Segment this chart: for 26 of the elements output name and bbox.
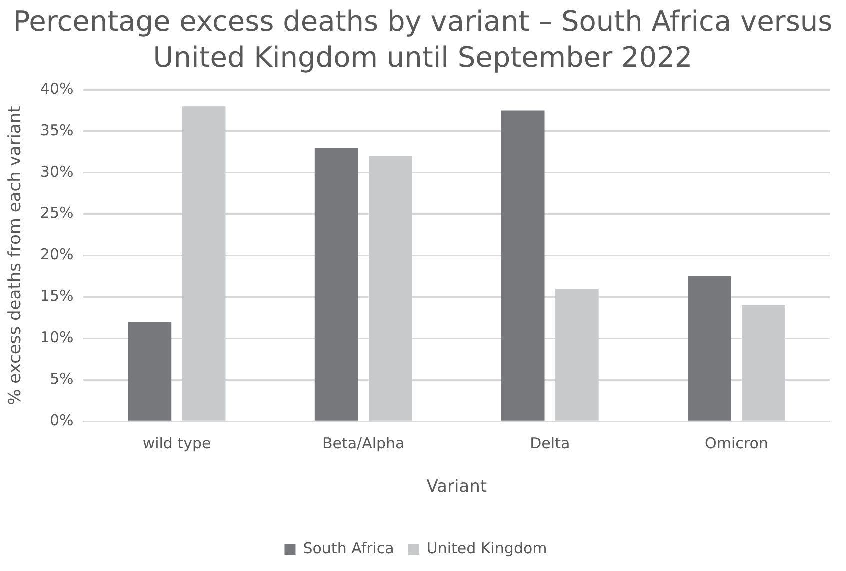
bar — [556, 288, 599, 421]
x-tick-label: Delta — [530, 434, 570, 452]
y-tick-label: 40% — [40, 80, 74, 98]
x-tick-label: wild type — [142, 434, 212, 452]
y-tick-label: 20% — [40, 246, 74, 264]
legend-label: United Kingdom — [426, 539, 548, 558]
bar — [501, 110, 545, 421]
y-tick-label: 30% — [40, 162, 74, 181]
chart-title: Percentage excess deaths by variant – South Africa versus United Kingdom until September 2022 — [12, 4, 834, 76]
bar — [182, 106, 226, 421]
bar — [688, 276, 732, 421]
y-tick-label: 25% — [40, 204, 74, 222]
bar — [128, 322, 172, 421]
x-axis-title: Variant — [426, 477, 488, 498]
bar — [369, 156, 412, 421]
y-tick-label: 5% — [50, 370, 74, 388]
legend-label: South Africa — [303, 539, 394, 558]
y-tick-label: 15% — [40, 287, 74, 306]
y-tick-label: 0% — [50, 411, 74, 430]
y-axis-title: % excess deaths from each variant — [6, 106, 26, 406]
x-tick-label: Omicron — [705, 434, 768, 452]
y-tick-label: 35% — [40, 121, 74, 140]
y-tick-label: 10% — [40, 328, 74, 347]
x-tick-label: Beta/Alpha — [322, 434, 405, 452]
bar — [742, 306, 786, 421]
bar — [314, 148, 358, 421]
